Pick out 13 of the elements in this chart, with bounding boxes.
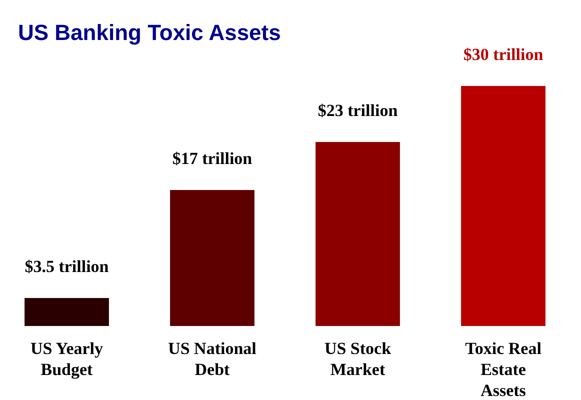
x-tick-label: US Yearly Budget	[30, 339, 104, 379]
bar	[24, 298, 109, 326]
bar	[316, 142, 400, 326]
data-label: $3.5 trillion	[24, 257, 110, 276]
bar	[170, 190, 254, 326]
x-tick-label: Toxic Real Estate Assets	[465, 339, 542, 400]
x-tick-label: US Stock Market	[324, 339, 392, 379]
x-tick-label: US National Debt	[168, 339, 257, 379]
chart-title: US Banking Toxic Assets	[18, 20, 281, 45]
bar	[461, 86, 546, 326]
data-label: $23 trillion	[318, 101, 398, 120]
data-label: $17 trillion	[172, 149, 253, 168]
data-label: $30 trillion	[463, 45, 544, 64]
